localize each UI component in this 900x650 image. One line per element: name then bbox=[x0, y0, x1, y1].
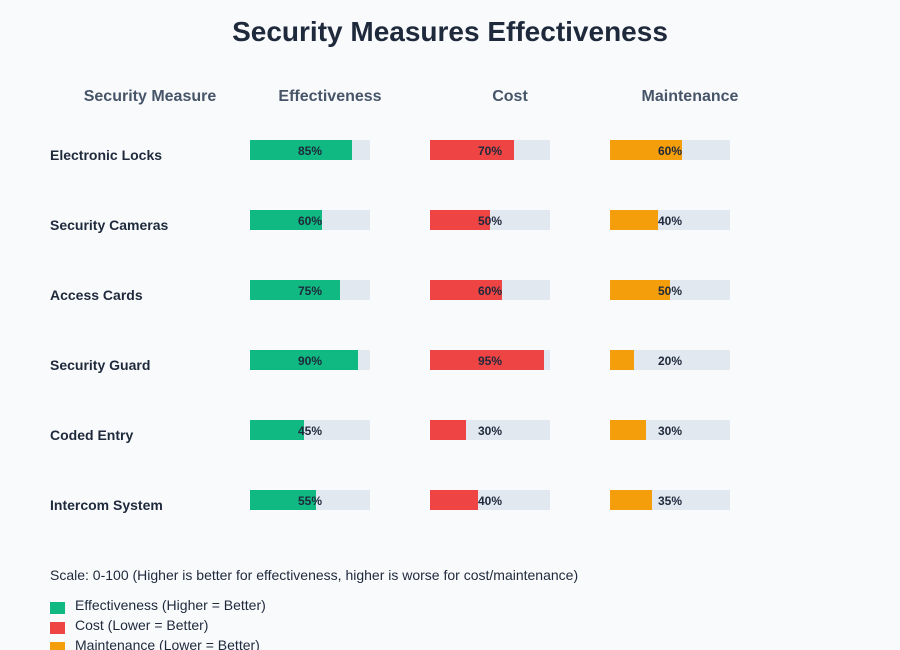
maintenance-track bbox=[610, 350, 730, 370]
effectiveness-value-label: 60% bbox=[298, 214, 322, 228]
maintenance-bar bbox=[610, 350, 634, 370]
maintenance-bar bbox=[610, 490, 652, 510]
table-row: Intercom System 55% 40% 35% bbox=[50, 490, 730, 513]
table-row: Access Cards 75% 60% 50% bbox=[50, 280, 730, 303]
legend-label: Cost (Lower = Better) bbox=[75, 617, 208, 633]
cost-bar bbox=[430, 350, 544, 370]
header-maintenance: Maintenance bbox=[642, 88, 739, 105]
maintenance-value-label: 20% bbox=[658, 354, 682, 368]
maintenance-bar bbox=[610, 280, 670, 300]
maintenance-value-label: 60% bbox=[658, 144, 682, 158]
cost-bar bbox=[430, 210, 490, 230]
effectiveness-bar bbox=[250, 280, 340, 300]
row-label: Security Cameras bbox=[50, 217, 169, 233]
maintenance-bar bbox=[610, 210, 658, 230]
row-label: Electronic Locks bbox=[50, 147, 162, 163]
maintenance-value-label: 30% bbox=[658, 424, 682, 438]
header-cost: Cost bbox=[492, 88, 528, 105]
maintenance-bar bbox=[610, 140, 682, 160]
cost-bar bbox=[430, 420, 466, 440]
effectiveness-bar bbox=[250, 490, 316, 510]
effectiveness-value-label: 45% bbox=[298, 424, 322, 438]
effectiveness-value-label: 55% bbox=[298, 494, 322, 508]
effectiveness-bar bbox=[250, 140, 352, 160]
legend: Effectiveness (Higher = Better) Cost (Low… bbox=[50, 597, 266, 650]
row-label: Security Guard bbox=[50, 357, 150, 373]
effectiveness-bar bbox=[250, 350, 358, 370]
cost-bar bbox=[430, 140, 514, 160]
cost-value-label: 30% bbox=[478, 424, 502, 438]
legend-swatch bbox=[50, 602, 65, 614]
table-row: Coded Entry 45% 30% 30% bbox=[50, 420, 730, 443]
chart-title: Security Measures Effectiveness bbox=[232, 16, 668, 47]
table-row: Security Guard 90% 95% 20% bbox=[50, 350, 730, 373]
effectiveness-value-label: 75% bbox=[298, 284, 322, 298]
maintenance-value-label: 50% bbox=[658, 284, 682, 298]
effectiveness-value-label: 90% bbox=[298, 354, 322, 368]
cost-bar bbox=[430, 490, 478, 510]
table-row: Security Cameras 60% 50% 40% bbox=[50, 210, 730, 233]
row-label: Intercom System bbox=[50, 497, 163, 513]
table-row: Electronic Locks 85% 70% 60% bbox=[50, 140, 730, 163]
cost-value-label: 60% bbox=[478, 284, 502, 298]
effectiveness-bar bbox=[250, 210, 322, 230]
legend-swatch bbox=[50, 622, 65, 634]
legend-swatch bbox=[50, 642, 65, 650]
cost-value-label: 50% bbox=[478, 214, 502, 228]
cost-bar bbox=[430, 280, 502, 300]
row-label: Coded Entry bbox=[50, 427, 133, 443]
effectiveness-value-label: 85% bbox=[298, 144, 322, 158]
maintenance-bar bbox=[610, 420, 646, 440]
cost-value-label: 95% bbox=[478, 354, 502, 368]
legend-label: Effectiveness (Higher = Better) bbox=[75, 597, 266, 613]
maintenance-value-label: 35% bbox=[658, 494, 682, 508]
effectiveness-bar bbox=[250, 420, 304, 440]
row-label: Access Cards bbox=[50, 287, 143, 303]
maintenance-value-label: 40% bbox=[658, 214, 682, 228]
legend-label: Maintenance (Lower = Better) bbox=[75, 637, 260, 650]
header-effectiveness: Effectiveness bbox=[278, 88, 381, 105]
cost-value-label: 70% bbox=[478, 144, 502, 158]
cost-value-label: 40% bbox=[478, 494, 502, 508]
header-measure: Security Measure bbox=[84, 88, 217, 105]
scale-note: Scale: 0-100 (Higher is better for effec… bbox=[50, 567, 578, 583]
